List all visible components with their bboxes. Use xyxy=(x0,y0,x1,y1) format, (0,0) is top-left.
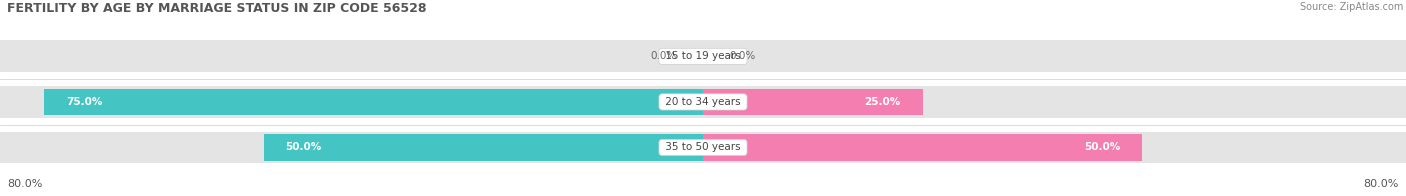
Bar xyxy=(703,86,1406,118)
Bar xyxy=(264,134,703,161)
Bar xyxy=(703,132,1406,163)
Text: 50.0%: 50.0% xyxy=(1084,142,1121,152)
Text: 80.0%: 80.0% xyxy=(7,179,42,189)
Text: 15 to 19 years: 15 to 19 years xyxy=(662,51,744,61)
Text: 0.0%: 0.0% xyxy=(651,51,676,61)
Bar xyxy=(0,40,703,72)
Bar xyxy=(0,86,703,118)
Text: Source: ZipAtlas.com: Source: ZipAtlas.com xyxy=(1299,2,1403,12)
Text: 0.0%: 0.0% xyxy=(730,51,755,61)
Text: 25.0%: 25.0% xyxy=(865,97,901,107)
Bar xyxy=(0,132,703,163)
Text: 20 to 34 years: 20 to 34 years xyxy=(662,97,744,107)
Bar xyxy=(703,40,1406,72)
Bar xyxy=(44,89,703,115)
Text: 50.0%: 50.0% xyxy=(285,142,322,152)
Text: FERTILITY BY AGE BY MARRIAGE STATUS IN ZIP CODE 56528: FERTILITY BY AGE BY MARRIAGE STATUS IN Z… xyxy=(7,2,426,15)
Text: 75.0%: 75.0% xyxy=(66,97,103,107)
Bar xyxy=(703,89,922,115)
Text: 80.0%: 80.0% xyxy=(1364,179,1399,189)
Bar xyxy=(703,134,1142,161)
Text: 35 to 50 years: 35 to 50 years xyxy=(662,142,744,152)
